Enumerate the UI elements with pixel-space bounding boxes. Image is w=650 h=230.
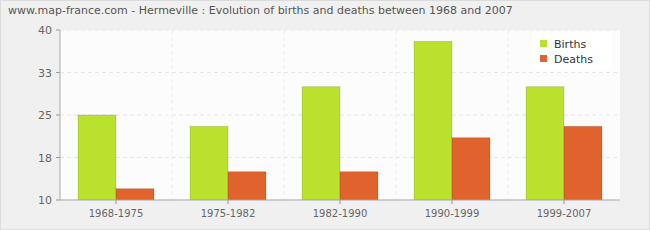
x-tick-label: 1999-2007: [537, 208, 592, 219]
legend-box: [532, 32, 612, 70]
legend-label: Births: [554, 38, 586, 51]
grid-line-x: [396, 30, 397, 200]
x-tick: [452, 200, 453, 204]
y-tick-label: 25: [38, 109, 52, 122]
y-axis: [60, 30, 61, 200]
y-tick-label: 10: [38, 194, 52, 207]
plot-area: [60, 30, 620, 200]
bar: [452, 138, 490, 200]
bar: [116, 189, 154, 200]
legend-label: Deaths: [554, 53, 593, 66]
bar: [340, 172, 378, 200]
chart-container: www.map-france.com - Hermeville : Evolut…: [0, 0, 650, 230]
bar: [414, 41, 452, 200]
chart: www.map-france.com - Hermeville : Evolut…: [0, 0, 650, 230]
x-axis: [60, 200, 620, 201]
bar: [302, 87, 340, 200]
grid-line-x: [172, 30, 173, 200]
bar: [564, 126, 602, 200]
y-tick-label: 40: [38, 24, 52, 37]
x-tick-label: 1975-1982: [201, 208, 256, 219]
title: www.map-france.com - Hermeville : Evolut…: [8, 4, 513, 17]
x-tick: [340, 200, 341, 204]
legend-swatch: [540, 40, 547, 47]
bar: [228, 172, 266, 200]
bar: [526, 87, 564, 200]
x-tick-label: 1990-1999: [425, 208, 480, 219]
y-tick: [56, 72, 60, 73]
y-tick: [56, 157, 60, 158]
x-tick-label: 1982-1990: [313, 208, 368, 219]
bar: [78, 115, 116, 200]
legend-swatch: [540, 55, 547, 62]
y-tick-label: 18: [38, 152, 52, 165]
bar: [190, 126, 228, 200]
background: [0, 0, 650, 230]
grid-line: [60, 200, 620, 201]
grid-line: [60, 30, 620, 31]
y-tick: [56, 200, 60, 201]
border: [1, 1, 650, 230]
grid-line-x: [508, 30, 509, 200]
x-tick: [116, 200, 117, 204]
grid-line: [60, 72, 620, 73]
y-tick-label: 33: [38, 67, 52, 80]
y-tick: [56, 30, 60, 31]
x-tick-label: 1968-1975: [89, 208, 144, 219]
bars: [78, 41, 602, 200]
y-tick: [56, 115, 60, 116]
x-tick: [564, 200, 565, 204]
x-tick: [228, 200, 229, 204]
grid-line-x: [284, 30, 285, 200]
legend: Births Deaths: [532, 32, 612, 70]
